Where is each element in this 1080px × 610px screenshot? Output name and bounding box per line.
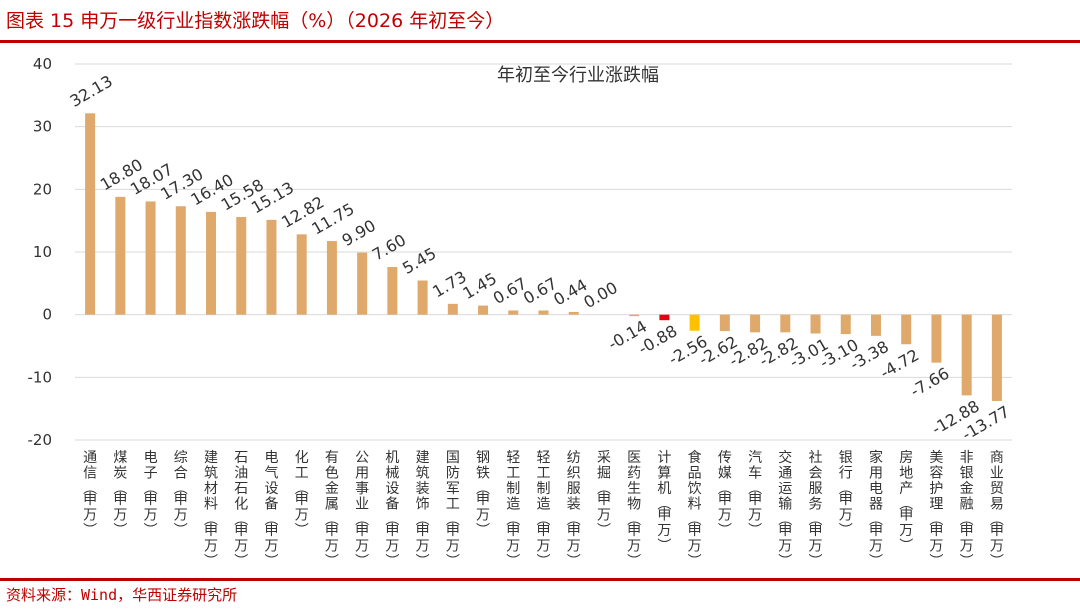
bar — [85, 113, 96, 315]
category-label: 建筑材料︵申万︶ — [204, 450, 218, 570]
y-tick-label: -10 — [28, 368, 53, 386]
chart-title: 年初至今行业涨跌幅 — [497, 65, 659, 86]
category-label: 钢铁︵申万︶ — [476, 450, 490, 539]
bar — [478, 305, 489, 315]
category-label: 食品饮料︵申万︶ — [688, 449, 702, 570]
category-label: 国防军工︵申万︶ — [446, 450, 460, 570]
category-label: 银行︵申万︶ — [839, 450, 853, 539]
footer-rule — [0, 578, 1080, 581]
category-label: 有色金属︵申万︶ — [325, 450, 339, 570]
header-rule — [0, 40, 1080, 43]
bar — [750, 314, 761, 333]
category-label: 交通运输︵申万︶ — [778, 449, 792, 570]
category-label: 房地产︵申万︶ — [899, 450, 913, 555]
bar — [145, 201, 156, 315]
bar — [266, 219, 277, 315]
bar — [840, 314, 851, 335]
category-label: 公用事业︵申万︶ — [355, 450, 369, 570]
category-label: 医药生物︵申万︶ — [627, 450, 641, 570]
category-label: 社会服务︵申万︶ — [809, 450, 823, 570]
bar — [689, 314, 700, 331]
page-title: 图表 15 申万一级行业指数涨跌幅（%）（2026 年初至今） — [6, 10, 505, 32]
bar — [508, 310, 519, 315]
bar — [175, 206, 186, 315]
category-label: 家用电器︵申万︶ — [869, 449, 883, 570]
y-tick-label: -20 — [28, 431, 53, 449]
bar — [719, 314, 730, 332]
category-label: 美容护理︵申万︶ — [929, 450, 943, 570]
category-label: 石油石化︵申万︶ — [234, 450, 248, 570]
bar — [387, 267, 398, 315]
source-note: 资料来源：Wind，华西证券研究所 — [6, 586, 238, 604]
data-label: 32.13 — [67, 71, 116, 110]
category-label: 电子︵申万︶ — [144, 450, 158, 539]
bar — [115, 196, 126, 315]
x-axis: 通信︵申万︶ 煤炭︵申万︶ 电子︵申万︶ 综合︵申万︶ 建筑材料︵申万︶ 石油石化︵申万︶… — [83, 449, 1004, 570]
category-label: 电气设备︵申万︶ — [264, 450, 278, 570]
category-label: 综合︵申万︶ — [174, 450, 188, 539]
y-tick-label: 10 — [33, 243, 52, 261]
bar — [629, 314, 640, 317]
category-label: 传媒︵申万︶ — [718, 450, 732, 539]
category-label: 非银金融︵申万︶ — [960, 450, 974, 570]
data-label: 0.00 — [580, 278, 620, 312]
bar — [568, 311, 579, 315]
bar — [659, 314, 670, 321]
bar — [296, 234, 307, 315]
category-label: 轻工制造︵申万︶ — [506, 450, 520, 570]
bar — [961, 314, 972, 396]
y-tick-label: 20 — [33, 180, 52, 198]
bar — [236, 217, 247, 315]
bar — [810, 314, 821, 334]
bar — [870, 314, 881, 336]
data-label: -7.66 — [907, 364, 952, 401]
category-label: 采掘︵申万︶ — [597, 450, 611, 539]
bar — [447, 303, 458, 315]
y-axis: -20 -10 0 10 20 30 40 — [28, 55, 53, 449]
bar — [901, 314, 912, 345]
category-label: 机械设备︵申万︶ — [385, 450, 399, 570]
bar — [991, 314, 1002, 401]
bar — [357, 252, 368, 315]
bar — [326, 241, 337, 315]
y-tick-label: 30 — [33, 118, 52, 136]
category-label: 建筑装饰︵申万︶ — [416, 450, 430, 570]
bar — [780, 314, 791, 333]
y-tick-label: 0 — [42, 306, 52, 324]
category-label: 煤炭︵申万︶ — [113, 450, 127, 539]
category-label: 商业贸易︵申万︶ — [990, 450, 1004, 570]
category-label: 轻工制造︵申万︶ — [537, 450, 551, 570]
chart-bars — [85, 113, 1002, 401]
category-label: 化工︵申万︶ — [295, 450, 309, 539]
y-tick-label: 40 — [33, 55, 52, 73]
category-label: 通信︵申万︶ — [83, 450, 97, 539]
category-label: 计算机︵申万︶ — [657, 450, 671, 555]
category-label: 纺织服装︵申万︶ — [567, 450, 581, 570]
bar — [931, 314, 942, 363]
bar — [417, 280, 428, 315]
bar — [538, 310, 549, 315]
bar — [206, 211, 217, 315]
category-label: 汽车︵申万︶ — [748, 450, 762, 539]
